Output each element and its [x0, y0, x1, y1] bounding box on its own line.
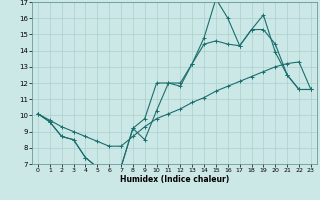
X-axis label: Humidex (Indice chaleur): Humidex (Indice chaleur)	[120, 175, 229, 184]
